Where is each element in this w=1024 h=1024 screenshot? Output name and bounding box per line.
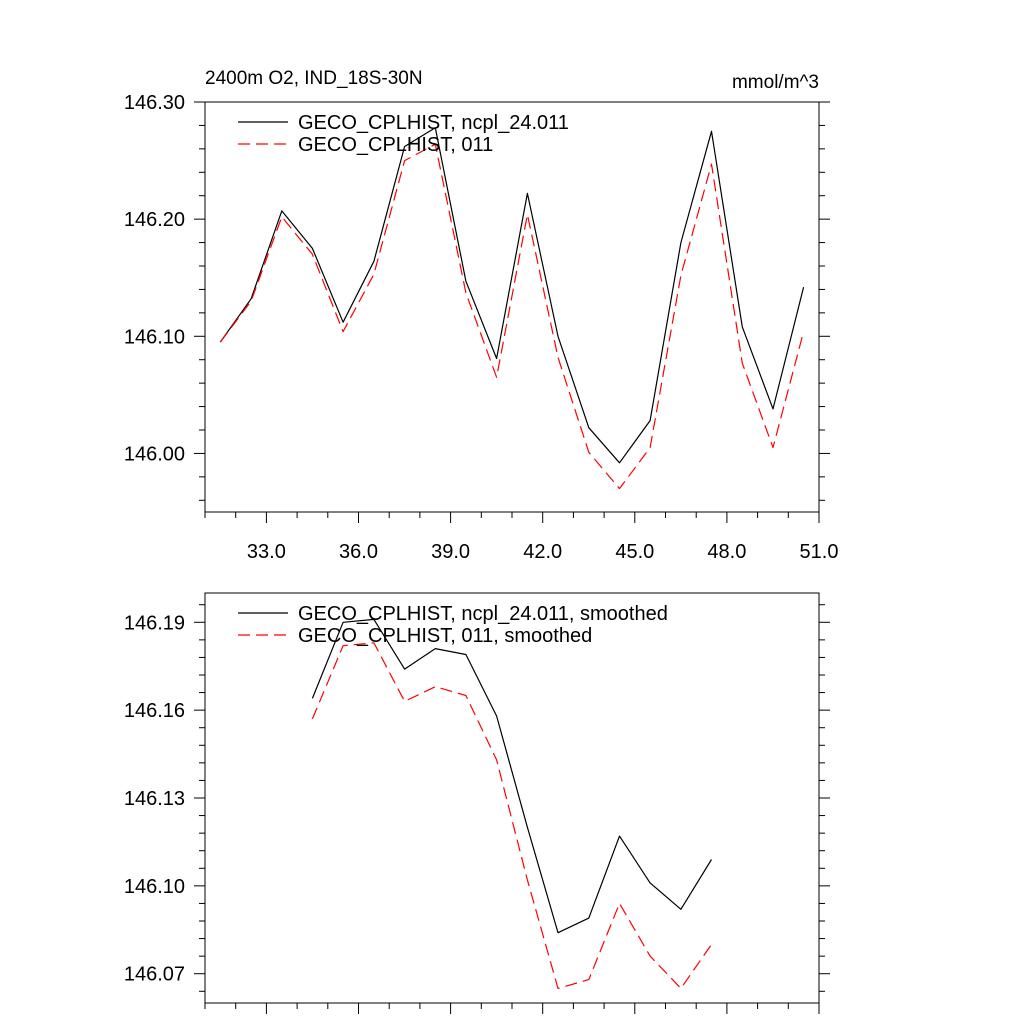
x-tick-label: 33.0 bbox=[247, 541, 286, 563]
legend-label-2: GECO_CPLHIST, 011, smoothed bbox=[298, 625, 592, 647]
series-line-2 bbox=[311, 642, 712, 990]
y-tick-label: 146.30 bbox=[124, 92, 185, 114]
y-tick-label: 146.20 bbox=[124, 209, 185, 231]
x-tick-label: 39.0 bbox=[431, 541, 470, 563]
units-label: mmol/m^3 bbox=[732, 72, 819, 93]
y-tick-label: 146.07 bbox=[124, 964, 185, 986]
legend-label-1: GECO_CPLHIST, ncpl_24.011, smoothed bbox=[298, 603, 668, 625]
x-tick-label: 42.0 bbox=[523, 541, 562, 563]
chart-title: 2400m O2, IND_18S-30N bbox=[205, 68, 423, 89]
x-tick-label: 45.0 bbox=[615, 541, 654, 563]
y-tick-label: 146.00 bbox=[124, 443, 185, 465]
legend-label-2: GECO_CPLHIST, 011 bbox=[298, 134, 493, 156]
plot-frame bbox=[204, 101, 820, 513]
y-tick-label: 146.13 bbox=[124, 788, 185, 810]
y-tick-label: 146.19 bbox=[124, 612, 185, 634]
y-tick-label: 146.10 bbox=[124, 876, 185, 898]
y-tick-label: 146.10 bbox=[124, 326, 185, 348]
x-tick-label: 48.0 bbox=[707, 541, 746, 563]
legend-label-1: GECO_CPLHIST, ncpl_24.011 bbox=[298, 112, 569, 134]
lower-panel: 146.07 146.10 146.13 146.16 146.19 GECO_CPLHI… bbox=[124, 592, 830, 1014]
upper-panel: 146.00 146.10 146.20 146.30 33.0 36.0 39.0 42.0… bbox=[124, 68, 839, 563]
series-line-2 bbox=[219, 143, 805, 490]
series-line-1 bbox=[311, 618, 713, 934]
plot-frame bbox=[204, 592, 820, 1004]
y-tick-label: 146.16 bbox=[124, 700, 185, 722]
series-line-1 bbox=[219, 127, 805, 464]
x-tick-label: 51.0 bbox=[800, 541, 839, 563]
x-tick-label: 36.0 bbox=[339, 541, 378, 563]
